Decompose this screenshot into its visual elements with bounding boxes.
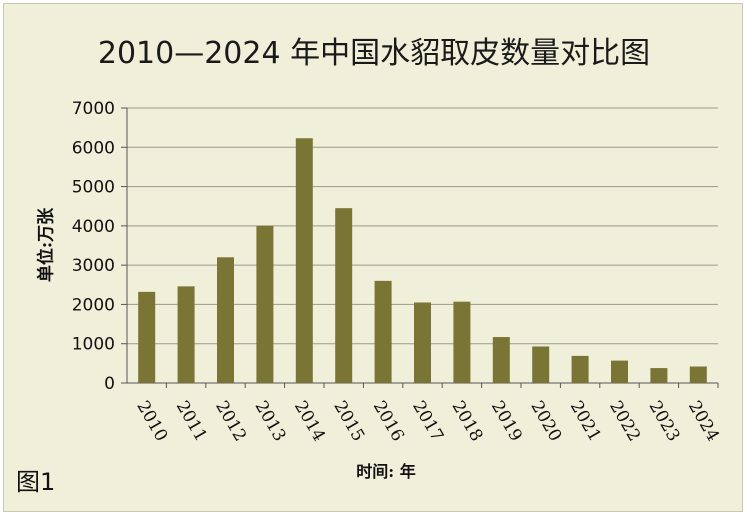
bar [453,301,471,383]
x-tick-label: 2019 [487,398,526,445]
x-tick-label: 2012 [211,398,250,445]
x-tick-label: 2010 [132,398,171,445]
x-tick-label: 2014 [290,398,329,445]
x-tick-label: 2018 [448,398,487,445]
y-tick-label: 3000 [72,256,115,276]
bar [414,302,431,383]
y-tick-label: 6000 [72,138,115,158]
bar [374,280,392,383]
x-tick-label: 2015 [329,398,368,445]
bar [532,346,550,383]
x-tick-label: 2020 [526,398,565,445]
y-tick-label: 0 [104,374,115,394]
bar [611,360,628,383]
x-tick-label: 2016 [369,398,408,445]
chart-frame [3,3,743,512]
bar [138,291,156,383]
bar [335,208,353,383]
bar [177,286,195,383]
x-tick-label: 2021 [566,398,605,445]
bar [689,366,707,383]
y-tick-label: 5000 [72,178,115,198]
bar [492,337,510,383]
y-tick-label: 4000 [72,217,115,237]
bar [217,257,234,383]
x-tick-label: 2023 [645,398,684,445]
bar [571,355,589,383]
x-tick-label: 2013 [251,398,290,445]
x-tick-label: 2022 [605,398,644,445]
figure-label: 图1 [16,468,56,496]
y-tick-label: 1000 [72,335,115,355]
x-tick-label: 2024 [684,398,723,445]
bar [256,225,274,383]
x-axis-label: 时间: 年 [356,462,416,481]
x-tick-label: 2011 [172,398,211,445]
bar [650,368,668,383]
y-tick-label: 7000 [72,99,115,119]
bar [295,138,313,383]
x-tick-label: 2017 [408,398,447,445]
y-tick-label: 2000 [72,295,115,315]
chart-title: 2010—2024 年中国水貂取皮数量对比图 [97,36,651,71]
